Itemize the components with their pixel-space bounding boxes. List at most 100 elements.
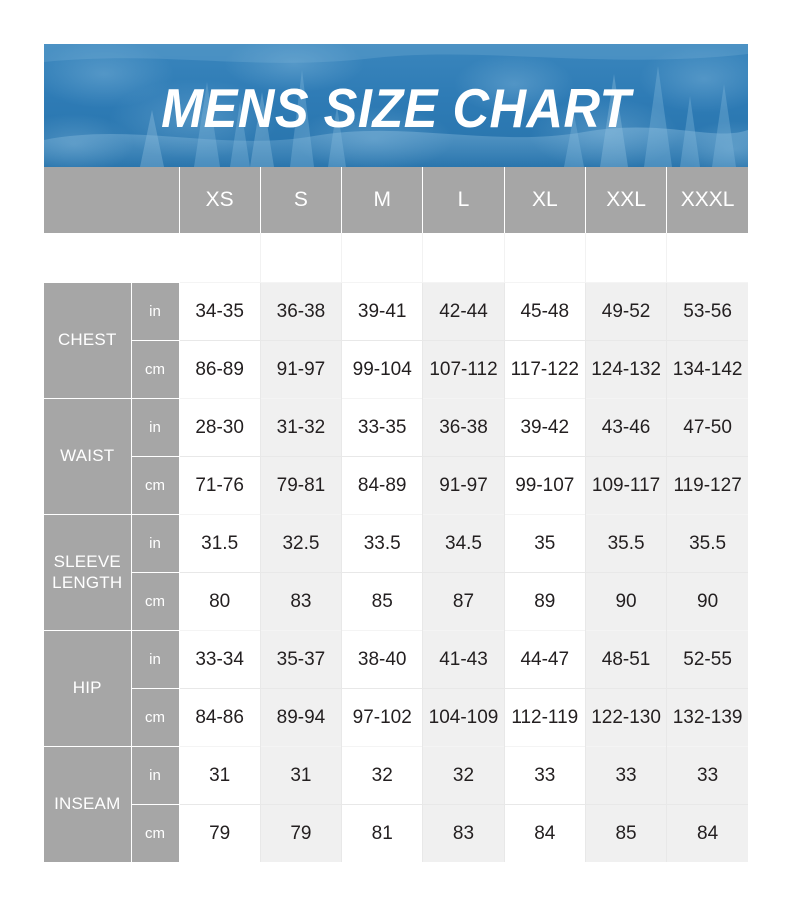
cell-sleeve-in-xs: 31.5: [179, 514, 261, 573]
cell-waist-in-xl: 39-42: [504, 398, 586, 457]
cell-chest-in-l: 42-44: [422, 282, 505, 341]
cell-inseam-in-m: 32: [341, 746, 424, 805]
table-corner-cell: [44, 167, 180, 233]
unit-label-cm: cm: [131, 688, 180, 747]
cell-hip-cm-xs: 84-86: [179, 688, 261, 747]
cell-chest-in-m: 39-41: [341, 282, 424, 341]
table-row: CHEST in 34-35 36-38 39-41 42-44 45-48 4…: [44, 282, 748, 399]
cell-chest-cm-xxxl: 134-142: [666, 340, 748, 399]
cell-inseam-in-xxl: 33: [585, 746, 668, 805]
cell-hip-cm-xxl: 122-130: [585, 688, 668, 747]
unit-label-in: in: [131, 746, 180, 805]
cell-waist-in-s: 31-32: [260, 398, 343, 457]
size-header-row: XS S M L XL XXL XXXL: [44, 167, 748, 233]
cell-inseam-cm-xl: 84: [504, 804, 586, 862]
cell-waist-cm-m: 84-89: [341, 456, 424, 515]
cell-waist-in-xxxl: 47-50: [666, 398, 748, 457]
measurement-label-sleeve-length: SLEEVE LENGTH: [44, 514, 132, 631]
measurement-label-waist: WAIST: [44, 398, 132, 515]
size-header-s: S: [260, 167, 343, 233]
size-header-m: M: [341, 167, 424, 233]
size-header-xxl: XXL: [585, 167, 668, 233]
cell-waist-cm-xs: 71-76: [179, 456, 261, 515]
cell-sleeve-cm-s: 83: [260, 572, 343, 631]
unit-label-in: in: [131, 398, 180, 457]
cell-hip-cm-l: 104-109: [422, 688, 505, 747]
spacer-cell-label: [44, 233, 180, 283]
unit-label-in: in: [131, 514, 180, 573]
cell-hip-cm-xl: 112-119: [504, 688, 586, 747]
cell-sleeve-in-s: 32.5: [260, 514, 343, 573]
table-row: cm 86-89 91-97 99-104 107-112 117-122 12…: [44, 340, 748, 399]
unit-label-cm: cm: [131, 804, 180, 862]
cell-waist-cm-l: 91-97: [422, 456, 505, 515]
cell-chest-cm-s: 91-97: [260, 340, 343, 399]
cell-sleeve-in-l: 34.5: [422, 514, 505, 573]
mens-size-chart-table: XS S M L XL XXL XXXL: [44, 167, 748, 862]
cell-sleeve-in-xxl: 35.5: [585, 514, 668, 573]
table-row: INSEAM in 31 31 32 32 33 33 33: [44, 746, 748, 862]
cell-chest-cm-xs: 86-89: [179, 340, 261, 399]
cell-inseam-cm-xxxl: 84: [666, 804, 748, 862]
spacer-cell: [422, 233, 505, 283]
cell-sleeve-cm-m: 85: [341, 572, 424, 631]
cell-waist-in-xxl: 43-46: [585, 398, 668, 457]
unit-label-cm: cm: [131, 456, 180, 515]
cell-waist-cm-xxl: 109-117: [585, 456, 668, 515]
table-row: WAIST in 28-30 31-32 33-35 36-38 39-42 4…: [44, 398, 748, 515]
table-row: cm 79 79 81 83 84 85 84: [44, 804, 748, 862]
measurement-label-hip: HIP: [44, 630, 132, 747]
cell-chest-in-xxxl: 53-56: [666, 282, 748, 341]
cell-chest-in-xs: 34-35: [179, 282, 261, 341]
cell-inseam-cm-l: 83: [422, 804, 505, 862]
snowy-pine-forest-texture-icon: [44, 44, 748, 167]
cell-chest-in-xl: 45-48: [504, 282, 586, 341]
cell-chest-cm-xxl: 124-132: [585, 340, 668, 399]
table-row: SLEEVE LENGTH in 31.5 32.5 33.5 34.5 35 …: [44, 514, 748, 631]
unit-label-in: in: [131, 630, 180, 689]
cell-waist-cm-xxxl: 119-127: [666, 456, 748, 515]
spacer-cell: [504, 233, 586, 283]
spacer-cell: [260, 233, 343, 283]
spacer-cell: [585, 233, 668, 283]
cell-waist-cm-s: 79-81: [260, 456, 343, 515]
cell-hip-cm-m: 97-102: [341, 688, 424, 747]
spacer-cell: [666, 233, 748, 283]
cell-sleeve-cm-l: 87: [422, 572, 505, 631]
chart-header-banner: MENS SIZE CHART: [44, 44, 748, 167]
cell-hip-in-xxxl: 52-55: [666, 630, 748, 689]
measurement-label-chest: CHEST: [44, 282, 132, 399]
cell-sleeve-cm-xs: 80: [179, 572, 261, 631]
cell-sleeve-cm-xl: 89: [504, 572, 586, 631]
cell-hip-cm-s: 89-94: [260, 688, 343, 747]
cell-hip-in-xl: 44-47: [504, 630, 586, 689]
cell-sleeve-in-xxxl: 35.5: [666, 514, 748, 573]
cell-hip-in-xxl: 48-51: [585, 630, 668, 689]
cell-inseam-in-xxxl: 33: [666, 746, 748, 805]
table-row: cm 80 83 85 87 89 90 90: [44, 572, 748, 631]
cell-hip-in-m: 38-40: [341, 630, 424, 689]
cell-waist-in-m: 33-35: [341, 398, 424, 457]
size-chart-container: MENS SIZE CHART XS S M L XL XXL XXXL: [44, 44, 748, 862]
cell-sleeve-cm-xxl: 90: [585, 572, 668, 631]
cell-chest-in-xxl: 49-52: [585, 282, 668, 341]
cell-hip-cm-xxxl: 132-139: [666, 688, 748, 747]
cell-chest-in-s: 36-38: [260, 282, 343, 341]
cell-inseam-cm-xxl: 85: [585, 804, 668, 862]
cell-sleeve-in-m: 33.5: [341, 514, 424, 573]
unit-label-cm: cm: [131, 340, 180, 399]
cell-chest-cm-m: 99-104: [341, 340, 424, 399]
cell-inseam-in-s: 31: [260, 746, 343, 805]
cell-chest-cm-l: 107-112: [422, 340, 505, 399]
cell-inseam-in-xs: 31: [179, 746, 261, 805]
unit-label-in: in: [131, 282, 180, 341]
cell-waist-in-xs: 28-30: [179, 398, 261, 457]
size-header-xxxl: XXXL: [666, 167, 748, 233]
page-title: MENS SIZE CHART: [161, 76, 631, 139]
cell-waist-in-l: 36-38: [422, 398, 505, 457]
spacer-cell: [179, 233, 261, 283]
cell-inseam-cm-m: 81: [341, 804, 424, 862]
size-header-xl: XL: [504, 167, 586, 233]
table-row: HIP in 33-34 35-37 38-40 41-43 44-47 48-…: [44, 630, 748, 747]
